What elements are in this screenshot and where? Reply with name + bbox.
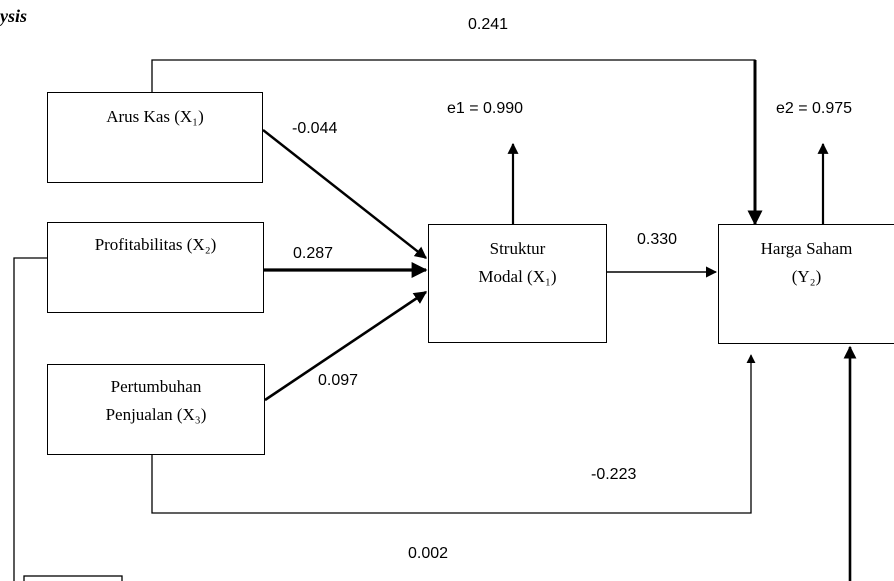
coef-x2-y2: 0.002 (408, 545, 449, 562)
coef-x2-y1: 0.287 (293, 245, 334, 262)
node-harga-saham: Harga Saham (Y₂) (718, 224, 894, 344)
node-struktur-label-2: Modal (X₁) (478, 267, 557, 286)
node-struktur-modal: Struktur Modal (X₁) (428, 224, 607, 343)
arrow-x3-y1 (264, 290, 428, 402)
node-harga-label-2: (Y₂) (791, 267, 822, 286)
node-struktur-label-1: Struktur (489, 239, 546, 258)
node-profitabilitas: Profitabilitas (X₂) (47, 222, 264, 313)
arrow-x2-y2 (13, 257, 47, 581)
node-arus-kas-label: Arus Kas (X₁) (106, 107, 204, 126)
arrow-x3-y2 (151, 354, 756, 514)
coef-x1-y2: 0.241 (468, 16, 509, 33)
error-e2: e2 = 0.975 (776, 100, 853, 117)
node-pertumbuhan-label-1: Pertumbuhan (110, 377, 202, 396)
arrow-x1-y1 (262, 129, 427, 259)
coef-x1-y1: -0.044 (292, 120, 338, 137)
node-pertumbuhan-penjualan: Pertumbuhan Penjualan (X₃) (47, 364, 265, 455)
node-profitabilitas-label: Profitabilitas (X₂) (94, 235, 217, 254)
coef-x3-y1: 0.097 (318, 372, 359, 389)
node-harga-label-1: Harga Saham (760, 239, 853, 258)
node-arus-kas: Arus Kas (X₁) (47, 92, 263, 183)
partial-box-fragment (23, 575, 123, 581)
heading-fragment: ysis (0, 6, 27, 26)
error-e1: e1 = 0.990 (447, 100, 524, 117)
coef-y1-y2: 0.330 (637, 231, 678, 248)
node-pertumbuhan-label-2: Penjualan (X₃) (105, 405, 207, 424)
coef-x3-y2: -0.223 (591, 466, 637, 483)
